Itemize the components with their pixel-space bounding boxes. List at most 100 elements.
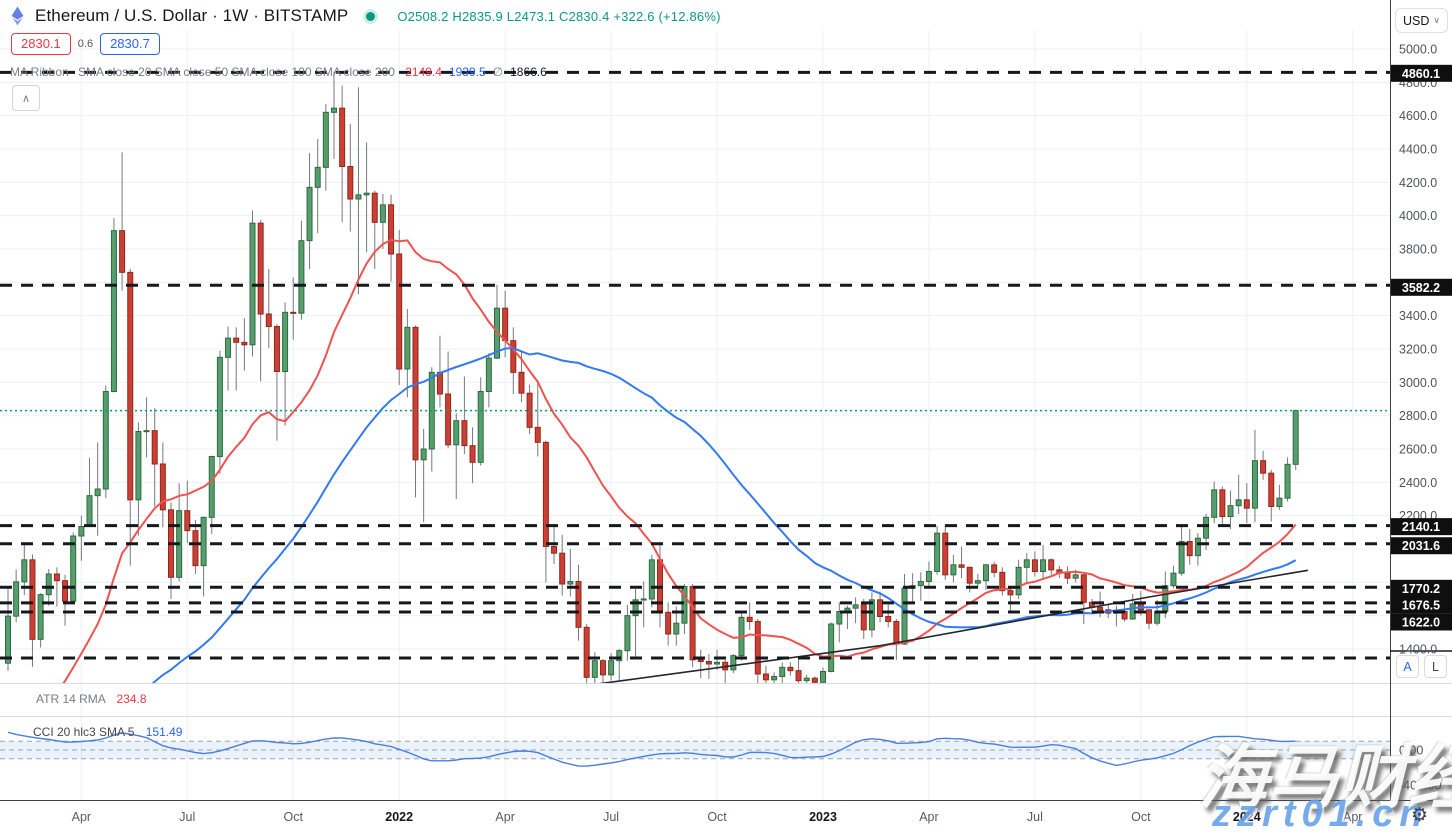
candle-body <box>1276 497 1283 507</box>
candle-body <box>974 580 981 584</box>
candle-body <box>730 655 737 671</box>
time-axis-label[interactable]: Apr <box>1343 810 1362 824</box>
candle-body <box>314 166 321 188</box>
bid-price-button[interactable]: 2830.1 <box>11 33 71 55</box>
market-status-icon[interactable] <box>366 11 376 21</box>
currency-selector[interactable]: USD ∨ <box>1395 8 1448 33</box>
ethereum-icon <box>11 6 24 26</box>
candle-body <box>355 194 362 200</box>
auto-scale-button[interactable]: A <box>1396 655 1419 678</box>
legend-collapse-button[interactable]: ∧ <box>12 85 40 111</box>
candle-body <box>510 340 517 373</box>
price-level-badge[interactable] <box>1391 596 1452 614</box>
candle-body <box>1146 609 1152 624</box>
price-level-badge-text: 1676.5 <box>1402 598 1440 612</box>
candle-body <box>143 430 150 433</box>
atr-legend[interactable]: ATR 14 RMA 234.8 <box>36 692 147 706</box>
time-axis-label[interactable]: Apr <box>495 810 514 824</box>
candle-body <box>632 599 639 617</box>
candle-body <box>469 445 476 463</box>
price-level-badge[interactable] <box>1391 579 1452 597</box>
candle-body <box>5 615 11 664</box>
candle-body <box>347 166 354 200</box>
price-level-badge-text: 2140.1 <box>1402 520 1440 534</box>
trendline-drawing[interactable] <box>599 569 1309 683</box>
currency-label: USD <box>1403 13 1430 28</box>
candle-body <box>697 659 704 662</box>
time-axis-label[interactable]: Jul <box>603 810 619 824</box>
ma-ribbon-value: 2149.4 <box>405 65 442 79</box>
candle-body <box>13 581 20 617</box>
candle-body <box>1203 516 1210 539</box>
log-scale-button[interactable]: L <box>1424 655 1447 678</box>
candle-body <box>298 240 305 314</box>
ma-ribbon-legend[interactable]: MA Ribbon SMA close 20 SMA close 50 SMA … <box>10 65 547 79</box>
atr-title: ATR 14 RMA <box>36 692 106 706</box>
candle-body <box>1031 559 1038 572</box>
gear-icon[interactable]: ⚙ <box>1411 804 1429 826</box>
ma-ribbon-values: 2149.4 1939.5 ∅ 1866.6 <box>398 65 547 79</box>
time-axis-label[interactable]: Jul <box>179 810 195 824</box>
candle-body <box>241 341 248 346</box>
candle-body <box>934 532 941 573</box>
candle-body <box>1243 499 1250 509</box>
time-axis-label[interactable]: Oct <box>284 810 304 824</box>
price-level-badge-text: 2031.6 <box>1402 539 1440 553</box>
candle-body <box>1211 489 1218 518</box>
time-axis-label[interactable]: Oct <box>1131 810 1151 824</box>
price-axis-label: 4200.0 <box>1399 176 1437 190</box>
candle-body <box>1170 572 1177 587</box>
cci-axis-label: 0.00 <box>1399 744 1423 758</box>
candle-body <box>518 371 525 394</box>
candle-body <box>591 660 598 678</box>
cci-legend[interactable]: CCI 20 hlc3 SMA 5 151.49 <box>33 725 182 739</box>
candle-body <box>925 571 932 582</box>
ask-price-button[interactable]: 2830.7 <box>100 33 160 55</box>
price-level-badge[interactable] <box>1391 64 1452 82</box>
candle-body <box>567 581 574 585</box>
candle-body <box>860 604 867 631</box>
chevron-down-icon: ∨ <box>1433 15 1440 25</box>
candle-body <box>852 604 859 609</box>
candle-body <box>282 311 289 373</box>
candle-body <box>942 532 949 576</box>
time-axis-label[interactable]: 2023 <box>809 810 837 824</box>
symbol-title[interactable]: Ethereum / U.S. Dollar · 1W · BITSTAMP <box>35 6 349 25</box>
candle-body <box>404 326 411 370</box>
chart-header: Ethereum / U.S. Dollar · 1W · BITSTAMP O… <box>8 6 721 26</box>
time-axis-label[interactable]: 2022 <box>385 810 413 824</box>
candle-body <box>420 448 427 461</box>
price-axis-bg[interactable] <box>1390 0 1452 833</box>
candle-body <box>1284 463 1291 499</box>
price-level-badge-text: 4860.1 <box>1402 67 1440 81</box>
ma-ribbon-value: ∅ <box>492 65 504 79</box>
candle-body <box>379 204 386 223</box>
candle-body <box>461 420 468 447</box>
candle-body <box>1219 489 1226 518</box>
candle-body <box>1260 460 1267 474</box>
candle-body <box>991 564 998 573</box>
cci-value: 151.49 <box>145 725 183 739</box>
price-level-badge[interactable] <box>1391 537 1452 555</box>
candle-body <box>616 650 623 662</box>
candle-body <box>1194 537 1201 557</box>
candle-body <box>901 587 908 645</box>
candle-body <box>45 573 52 596</box>
time-axis-label[interactable]: 2024 <box>1233 810 1261 824</box>
price-level-badge[interactable] <box>1391 278 1452 296</box>
price-level-badge[interactable] <box>1391 518 1452 536</box>
candle-body <box>110 230 117 392</box>
candle-body <box>216 356 223 458</box>
candle-body <box>1023 559 1030 568</box>
time-axis-label[interactable]: Jul <box>1027 810 1043 824</box>
candle-body <box>151 430 158 465</box>
candle-body <box>1097 606 1104 611</box>
time-axis-label[interactable]: Oct <box>707 810 727 824</box>
time-axis-label[interactable]: Apr <box>919 810 938 824</box>
price-level-badge[interactable] <box>1391 613 1452 631</box>
candle-body <box>681 586 688 624</box>
time-axis-label[interactable]: Apr <box>72 810 91 824</box>
candle-body <box>1072 574 1079 579</box>
candle-body <box>746 616 753 622</box>
